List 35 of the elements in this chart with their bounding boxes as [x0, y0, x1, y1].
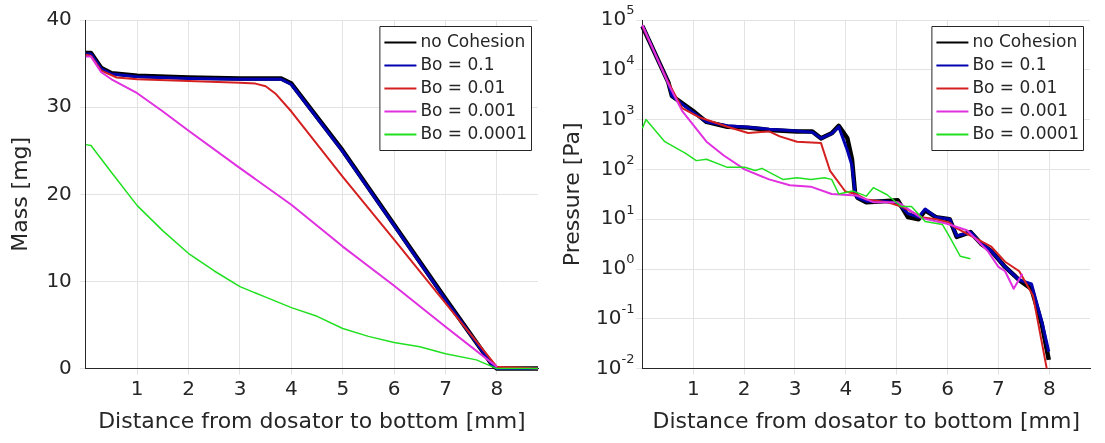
x-tick-label: 7	[992, 375, 1005, 400]
y-axis-title: Mass [mg]	[6, 136, 32, 252]
x-tick-label: 8	[490, 375, 504, 400]
legend-label: Bo = 0.0001	[420, 122, 528, 143]
x-tick-label: 6	[387, 375, 401, 400]
x-tick-label: 3	[788, 375, 802, 400]
x-tick-label: 5	[890, 375, 904, 400]
y-axis-title: Pressure [Pa]	[558, 122, 584, 267]
legend-label: Bo = 0.001	[972, 99, 1069, 120]
x-tick-label: 4	[839, 375, 853, 400]
legend-label: Bo = 0.0001	[972, 122, 1080, 143]
legend-label: no Cohesion	[972, 30, 1078, 51]
legend-label: Bo = 0.1	[972, 53, 1047, 74]
x-tick-label: 2	[182, 375, 195, 400]
x-tick-label: 5	[336, 375, 350, 400]
y-tick-label: 40	[46, 6, 72, 31]
x-axis-title: Distance from dosator to bottom [mm]	[652, 407, 1080, 433]
y-tick-label: 0	[59, 354, 72, 379]
x-tick-label: 1	[130, 375, 144, 400]
x-tick-label: 3	[233, 375, 247, 400]
legend-label: Bo = 0.01	[972, 76, 1058, 97]
x-tick-label: 4	[285, 375, 298, 400]
x-tick-label: 8	[1042, 375, 1056, 400]
legend-label: no Cohesion	[420, 30, 526, 51]
y-tick-label: 20	[46, 180, 72, 205]
legend-label: Bo = 0.01	[420, 76, 506, 97]
x-axis-title: Distance from dosator to bottom [mm]	[98, 407, 526, 433]
x-tick-label: 2	[737, 375, 751, 400]
legend-label: Bo = 0.1	[420, 53, 495, 74]
legend-label: Bo = 0.001	[420, 99, 517, 120]
x-tick-label: 6	[941, 375, 954, 400]
x-tick-label: 1	[686, 375, 700, 400]
y-tick-label: 10	[46, 267, 72, 292]
y-tick-label: 30	[46, 93, 72, 118]
x-tick-label: 7	[439, 375, 452, 400]
